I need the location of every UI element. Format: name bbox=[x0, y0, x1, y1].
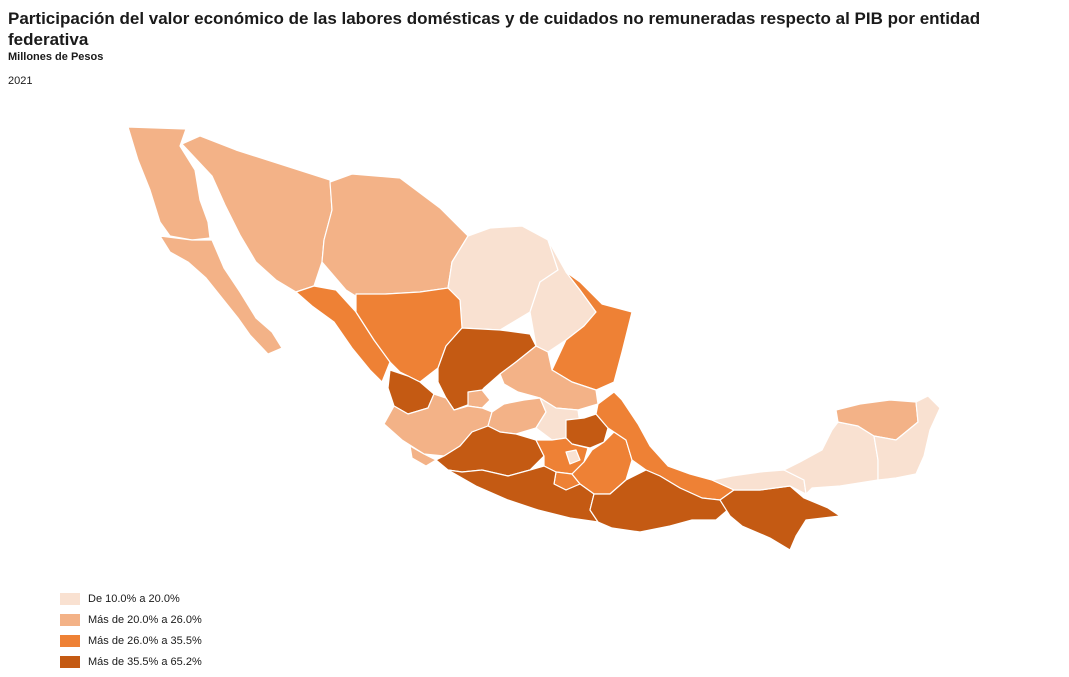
legend-swatch bbox=[60, 592, 80, 605]
map-subtitle: Millones de Pesos bbox=[8, 51, 104, 63]
legend-swatch bbox=[60, 613, 80, 626]
legend-label: Más de 26.0% a 35.5% bbox=[88, 634, 202, 647]
region-ciudad-de-mexico[interactable] bbox=[565, 449, 581, 465]
map-year: 2021 bbox=[8, 75, 33, 87]
region-guerrero[interactable] bbox=[447, 465, 599, 523]
legend-item: Más de 26.0% a 35.5% bbox=[60, 630, 202, 651]
region-san-luis-potosi[interactable] bbox=[499, 345, 599, 411]
legend-item: Más de 20.0% a 26.0% bbox=[60, 609, 202, 630]
region-baja-california[interactable] bbox=[127, 126, 211, 241]
legend-swatch bbox=[60, 634, 80, 647]
region-quintana-roo[interactable] bbox=[873, 395, 941, 481]
region-sinaloa[interactable] bbox=[295, 285, 391, 383]
legend-item: De 10.0% a 20.0% bbox=[60, 588, 202, 609]
region-aguascalientes[interactable] bbox=[467, 389, 491, 409]
map-legend: De 10.0% a 20.0% Más de 20.0% a 26.0% Más … bbox=[60, 588, 202, 672]
legend-label: Más de 35.5% a 65.2% bbox=[88, 655, 202, 668]
region-colima[interactable] bbox=[409, 445, 437, 467]
legend-label: Más de 20.0% a 26.0% bbox=[88, 613, 202, 626]
region-chiapas[interactable] bbox=[719, 485, 841, 551]
region-chihuahua[interactable] bbox=[321, 173, 469, 301]
legend-item: Más de 35.5% a 65.2% bbox=[60, 651, 202, 672]
map-title: Participación del valor económico de las… bbox=[8, 9, 981, 49]
legend-label: De 10.0% a 20.0% bbox=[88, 592, 180, 605]
region-puebla[interactable] bbox=[571, 431, 633, 495]
region-baja-california-sur[interactable] bbox=[159, 235, 283, 355]
legend-swatch bbox=[60, 655, 80, 668]
